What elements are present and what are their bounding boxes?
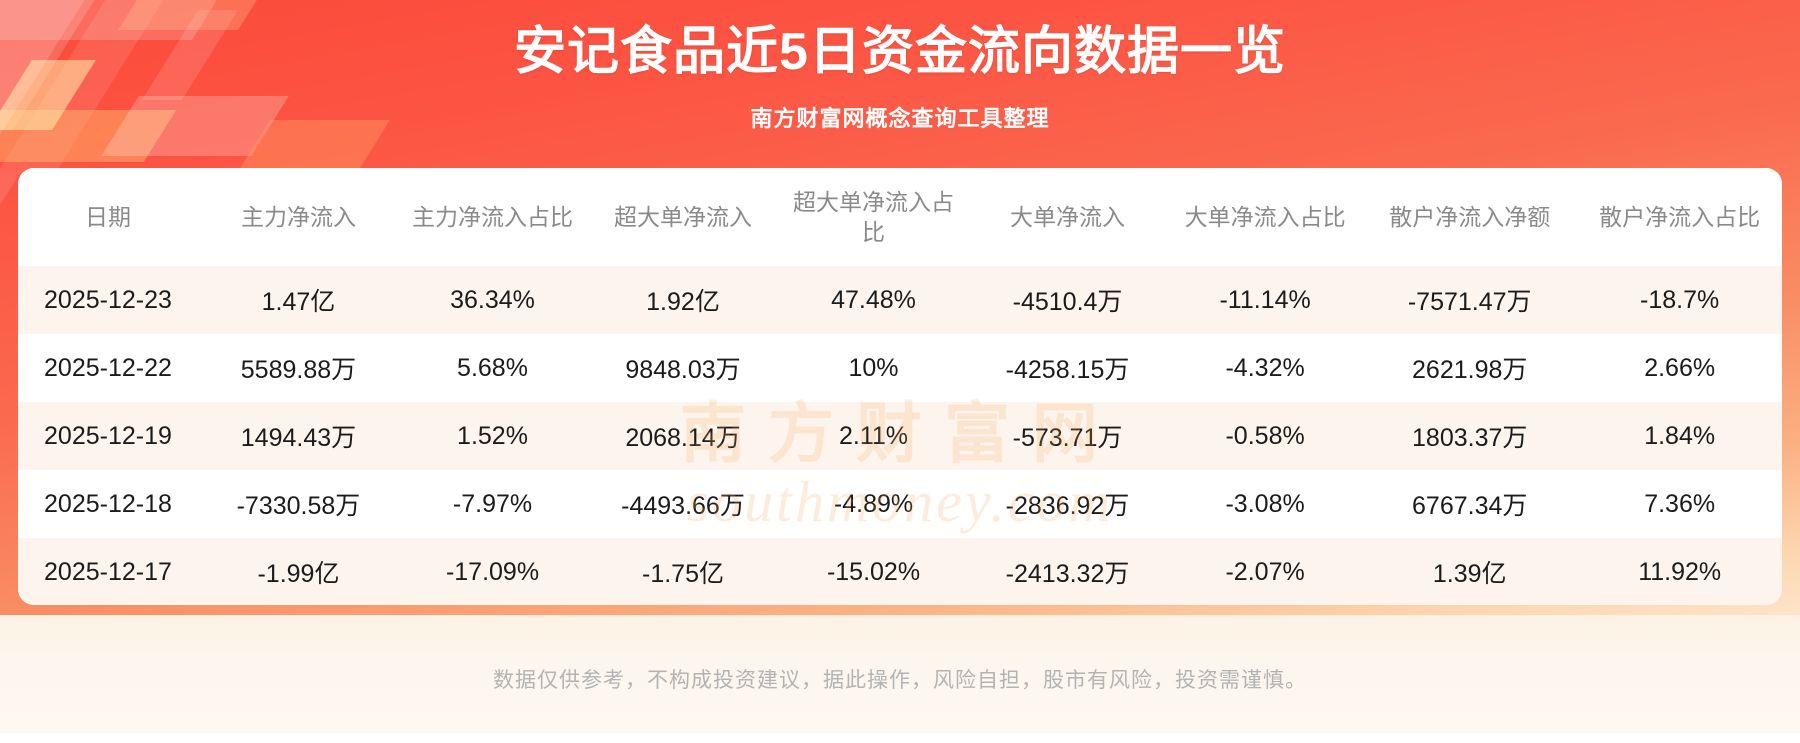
cell-retail-net: 1803.37万	[1362, 402, 1578, 470]
cell-date: 2025-12-23	[18, 266, 198, 334]
cell-lg-pct: -4.32%	[1168, 334, 1363, 402]
cell-lg-net: -4258.15万	[966, 334, 1169, 402]
table-header-row: 日期 主力净流入 主力净流入占比 超大单净流入 超大单净流入占比 大单净流入 大…	[18, 168, 1782, 266]
cell-lg-net: -2413.32万	[966, 538, 1169, 605]
page-title: 安记食品近5日资金流向数据一览	[514, 23, 1286, 81]
disclaimer-text: 数据仅供参考，不构成投资建议，据此操作，风险自担，股市有风险，投资需谨慎。	[493, 669, 1307, 692]
cell-main-net: -7330.58万	[197, 470, 400, 538]
cell-retail-net: 1.39亿	[1362, 538, 1578, 605]
cell-retail-net: 2621.98万	[1362, 334, 1578, 402]
footer: 数据仅供参考，不构成投资建议，据此操作，风险自担，股市有风险，投资需谨慎。	[0, 615, 1800, 743]
cell-xl-net: -4493.66万	[585, 470, 781, 538]
cell-xl-pct: -15.02%	[780, 538, 967, 605]
cell-lg-pct: -2.07%	[1168, 538, 1363, 605]
footer-stripe	[0, 733, 1800, 743]
cell-lg-pct: -3.08%	[1168, 470, 1363, 538]
table-row: 2025-12-18 -7330.58万 -7.97% -4493.66万 -4…	[18, 470, 1782, 538]
cell-date: 2025-12-19	[18, 402, 198, 470]
cell-retail-pct: 2.66%	[1577, 334, 1782, 402]
column-header-lg-net: 大单净流入	[966, 168, 1169, 266]
cell-retail-pct: 1.84%	[1577, 402, 1782, 470]
table-body: 2025-12-23 1.47亿 36.34% 1.92亿 47.48% -45…	[18, 266, 1782, 605]
cell-date: 2025-12-17	[18, 538, 198, 605]
fund-flow-table: 日期 主力净流入 主力净流入占比 超大单净流入 超大单净流入占比 大单净流入 大…	[18, 168, 1782, 605]
page-subtitle: 南方财富网概念查询工具整理	[750, 106, 1050, 131]
cell-xl-pct: 47.48%	[780, 266, 967, 334]
cell-lg-net: -2836.92万	[966, 470, 1169, 538]
column-header-retail-net: 散户净流入净额	[1362, 168, 1578, 266]
table-row: 2025-12-22 5589.88万 5.68% 9848.03万 10% -…	[18, 334, 1782, 402]
cell-date: 2025-12-22	[18, 334, 198, 402]
cell-main-net: -1.99亿	[197, 538, 400, 605]
cell-retail-pct: 11.92%	[1577, 538, 1782, 605]
cell-xl-net: -1.75亿	[585, 538, 781, 605]
cell-main-net: 1494.43万	[197, 402, 400, 470]
column-header-retail-pct: 散户净流入占比	[1577, 168, 1782, 266]
table-row: 2025-12-17 -1.99亿 -17.09% -1.75亿 -15.02%…	[18, 538, 1782, 605]
column-header-lg-pct: 大单净流入占比	[1168, 168, 1363, 266]
column-header-main-net: 主力净流入	[197, 168, 400, 266]
cell-retail-pct: 7.36%	[1577, 470, 1782, 538]
cell-lg-net: -573.71万	[966, 402, 1169, 470]
column-header-date: 日期	[18, 168, 198, 266]
cell-date: 2025-12-18	[18, 470, 198, 538]
cell-main-pct: -7.97%	[399, 470, 586, 538]
cell-main-pct: 5.68%	[399, 334, 586, 402]
table-row: 2025-12-19 1494.43万 1.52% 2068.14万 2.11%…	[18, 402, 1782, 470]
column-header-xl-net: 超大单净流入	[585, 168, 781, 266]
column-header-main-pct: 主力净流入占比	[399, 168, 586, 266]
cell-xl-net: 1.92亿	[585, 266, 781, 334]
cell-lg-pct: -0.58%	[1168, 402, 1363, 470]
cell-main-pct: -17.09%	[399, 538, 586, 605]
cell-xl-net: 2068.14万	[585, 402, 781, 470]
cell-main-pct: 1.52%	[399, 402, 586, 470]
cell-xl-pct: 2.11%	[780, 402, 967, 470]
data-table-card: 日期 主力净流入 主力净流入占比 超大单净流入 超大单净流入占比 大单净流入 大…	[18, 168, 1782, 605]
header: 安记食品近5日资金流向数据一览 南方财富网概念查询工具整理	[0, 0, 1800, 133]
cell-xl-pct: -4.89%	[780, 470, 967, 538]
cell-main-net: 5589.88万	[197, 334, 400, 402]
cell-retail-pct: -18.7%	[1577, 266, 1782, 334]
cell-main-pct: 36.34%	[399, 266, 586, 334]
ribbon-shape	[0, 175, 19, 235]
cell-lg-net: -4510.4万	[966, 266, 1169, 334]
cell-retail-net: 6767.34万	[1362, 470, 1578, 538]
cell-xl-net: 9848.03万	[585, 334, 781, 402]
table-row: 2025-12-23 1.47亿 36.34% 1.92亿 47.48% -45…	[18, 266, 1782, 334]
cell-xl-pct: 10%	[780, 334, 967, 402]
cell-main-net: 1.47亿	[197, 266, 400, 334]
column-header-xl-pct: 超大单净流入占比	[780, 168, 967, 266]
cell-lg-pct: -11.14%	[1168, 266, 1363, 334]
table-header: 日期 主力净流入 主力净流入占比 超大单净流入 超大单净流入占比 大单净流入 大…	[18, 168, 1782, 266]
cell-retail-net: -7571.47万	[1362, 266, 1578, 334]
